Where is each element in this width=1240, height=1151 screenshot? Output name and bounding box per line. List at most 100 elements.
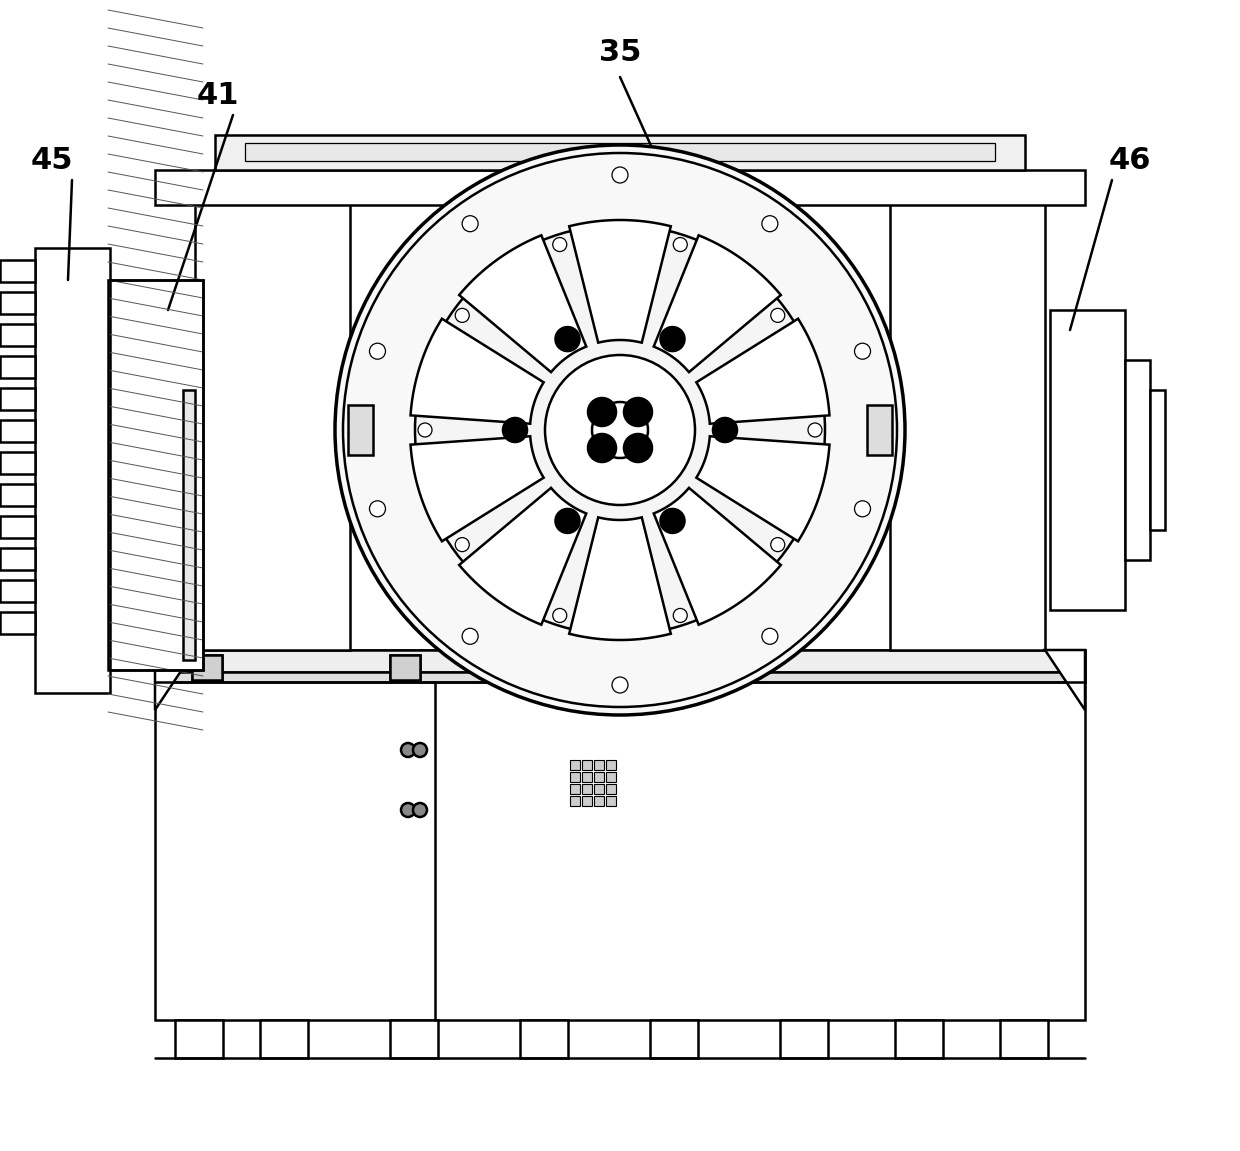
Circle shape [463,628,479,645]
Bar [348,405,373,455]
Text: 45: 45 [31,145,73,175]
Polygon shape [459,488,587,625]
Circle shape [854,343,870,359]
Bar [0,548,35,570]
Bar [1149,390,1166,529]
Bar [1050,310,1125,610]
Bar [155,650,1085,1020]
Circle shape [661,509,684,533]
Circle shape [673,609,687,623]
Bar [0,292,35,314]
Bar [520,1020,568,1058]
Bar [391,1020,438,1058]
Circle shape [335,145,905,715]
Circle shape [503,418,527,442]
Bar [594,760,604,770]
Circle shape [401,803,415,817]
Circle shape [556,327,579,351]
Bar [890,200,1045,650]
Polygon shape [569,517,671,640]
Polygon shape [697,319,830,424]
Circle shape [661,327,684,351]
Circle shape [808,424,822,437]
Circle shape [413,803,427,817]
Bar [570,796,580,806]
Text: 46: 46 [1109,145,1151,175]
Circle shape [761,628,777,645]
Circle shape [556,509,579,533]
Circle shape [673,237,687,252]
Circle shape [613,167,627,183]
Bar [35,247,110,693]
Polygon shape [155,650,195,710]
Circle shape [553,237,567,252]
Bar [195,200,350,650]
Circle shape [418,424,432,437]
Bar [594,796,604,806]
Circle shape [771,308,785,322]
Bar [0,356,35,378]
Bar [0,260,35,282]
Bar [260,1020,308,1058]
Bar [391,655,420,680]
Bar [650,1020,698,1058]
Bar [594,784,604,794]
Circle shape [370,501,386,517]
Bar [0,612,35,634]
Bar [0,452,35,474]
Text: 35: 35 [599,38,641,67]
Polygon shape [653,488,781,625]
Bar [0,323,35,346]
Polygon shape [410,436,543,541]
Circle shape [401,744,415,757]
Bar [184,390,195,660]
Bar [0,420,35,442]
Circle shape [415,224,825,635]
Bar [0,485,35,506]
Circle shape [463,215,479,231]
Polygon shape [569,220,671,343]
Bar [108,280,203,670]
Bar [999,1020,1048,1058]
Bar [0,388,35,410]
Polygon shape [697,436,830,541]
Bar [582,784,591,794]
Bar [246,143,994,161]
Bar [867,405,892,455]
Bar [391,655,420,680]
Circle shape [546,355,694,505]
Circle shape [613,677,627,693]
Circle shape [854,501,870,517]
Circle shape [624,398,652,426]
Bar [155,650,1085,672]
Text: 41: 41 [197,81,239,109]
Bar [570,784,580,794]
Bar [175,1020,223,1058]
Circle shape [588,398,616,426]
Bar [1125,360,1149,561]
Circle shape [591,402,649,458]
Bar [192,655,222,680]
Circle shape [588,434,616,462]
Polygon shape [1045,650,1085,710]
Circle shape [713,418,737,442]
Bar [606,772,616,782]
Polygon shape [459,235,587,372]
Bar [582,772,591,782]
Bar [606,796,616,806]
Bar [350,200,890,650]
Bar [582,796,591,806]
Bar [192,655,222,680]
Bar [606,784,616,794]
Polygon shape [410,319,543,424]
Bar [570,772,580,782]
Bar [155,170,1085,205]
Bar [155,672,1085,683]
Bar [570,760,580,770]
Bar [594,772,604,782]
Circle shape [370,343,386,359]
Circle shape [624,434,652,462]
Bar [108,280,203,670]
Bar [0,580,35,602]
Bar [780,1020,828,1058]
